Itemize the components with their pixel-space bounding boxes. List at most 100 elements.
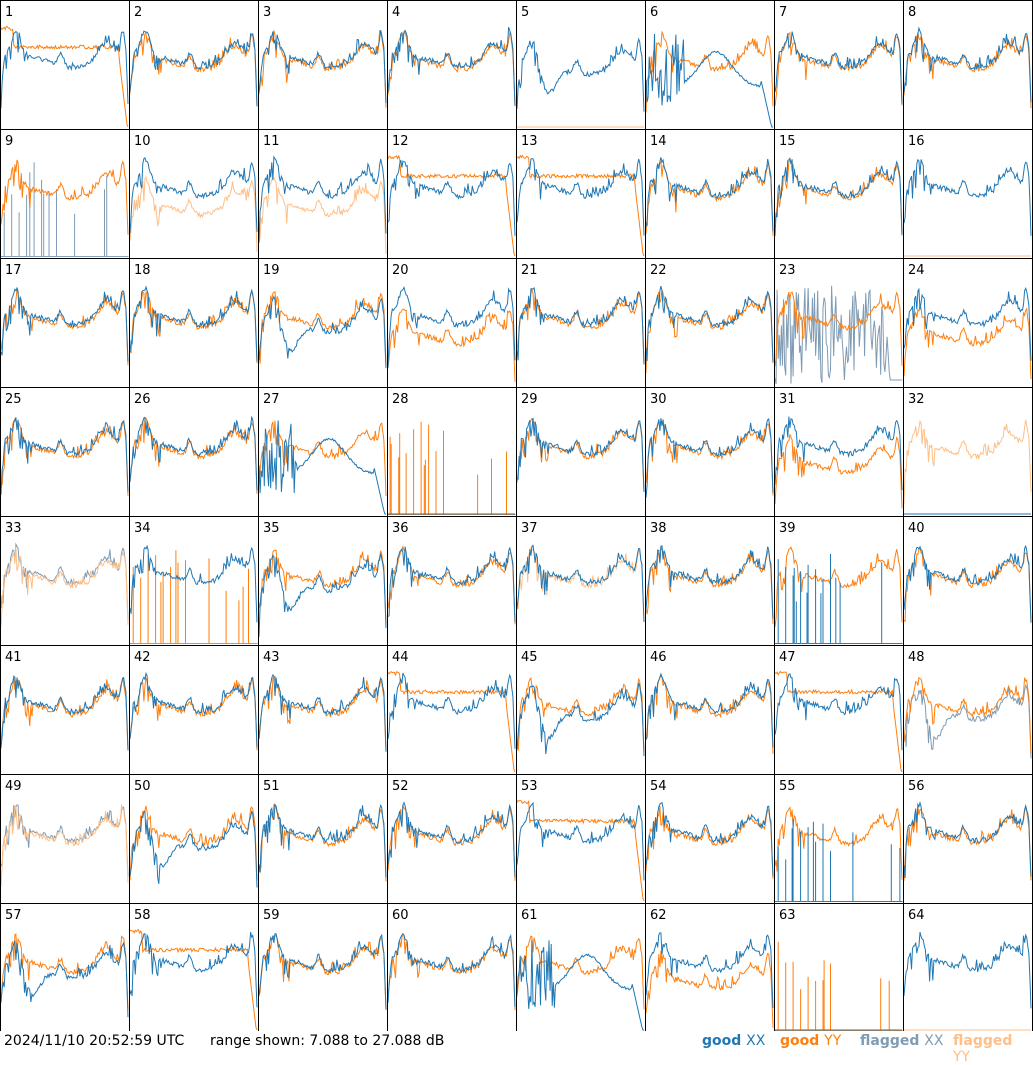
trace-yy-panel-52	[387, 805, 516, 881]
panel-label-23: 23	[779, 263, 796, 278]
trace-xx-panel-8	[903, 26, 1032, 103]
legend-good-xx-label: good	[702, 1033, 742, 1049]
trace-xx-panel-16	[903, 158, 1032, 236]
panel-label-58: 58	[134, 908, 151, 923]
trace-xx-panel-15	[774, 157, 903, 237]
trace-yy-panel-25	[0, 417, 129, 496]
trace-yy-panel-62	[645, 950, 774, 1028]
legend-flagged-yy-label: flagged	[953, 1033, 1013, 1049]
legend-good-yy: good YY	[780, 1033, 841, 1049]
trace-xx-panel-40	[903, 544, 1032, 623]
panel-label-43: 43	[263, 650, 280, 665]
trace-yy-panel-8	[903, 32, 1032, 109]
trace-xx-panel-18	[129, 285, 258, 362]
trace-xx-panel-9	[0, 162, 129, 257]
panel-label-31: 31	[779, 392, 796, 407]
trace-xx-panel-29	[516, 417, 645, 492]
legend-flagged-xx: flagged XX	[860, 1033, 943, 1049]
panel-label-24: 24	[908, 263, 925, 278]
trace-yy-panel-7	[774, 32, 903, 107]
trace-yy-panel-32	[903, 419, 1032, 504]
trace-yy-panel-53	[516, 799, 645, 902]
panel-label-39: 39	[779, 521, 796, 536]
trace-xx-panel-42	[129, 671, 258, 748]
trace-xx-panel-51	[258, 803, 387, 878]
trace-yy-panel-19	[258, 290, 387, 366]
panel-label-1: 1	[5, 5, 13, 20]
panel-label-37: 37	[521, 521, 538, 536]
trace-yy-panel-47	[774, 670, 903, 773]
trace-xx-panel-3	[258, 30, 387, 104]
panel-label-32: 32	[908, 392, 925, 407]
trace-xx-panel-57	[0, 940, 129, 1018]
trace-yy-panel-31	[774, 434, 903, 509]
panel-label-25: 25	[5, 392, 22, 407]
legend-good-yy-label: good	[780, 1033, 820, 1049]
trace-xx-panel-44	[387, 672, 516, 749]
range-shown: range shown: 7.088 to 27.088 dB	[210, 1033, 445, 1049]
trace-xx-panel-26	[129, 415, 258, 491]
panel-label-53: 53	[521, 779, 538, 794]
trace-xx-panel-17	[0, 286, 129, 363]
legend-flagged-xx-pol: XX	[924, 1033, 944, 1049]
panel-label-33: 33	[5, 521, 22, 536]
trace-yy-panel-3	[258, 30, 387, 108]
trace-xx-panel-25	[0, 417, 129, 495]
trace-yy-panel-60	[387, 932, 516, 1011]
trace-xx-panel-56	[903, 801, 1032, 879]
trace-xx-panel-49	[0, 804, 129, 877]
trace-xx-panel-19	[258, 295, 387, 369]
trace-yy-panel-13	[516, 154, 645, 257]
trace-xx-panel-55	[774, 818, 903, 902]
trace-yy-panel-2	[129, 32, 258, 107]
trace-yy-panel-28	[387, 421, 516, 515]
trace-yy-panel-20	[387, 308, 516, 382]
trace-yy-panel-12	[387, 154, 516, 257]
panel-label-11: 11	[263, 134, 280, 149]
panel-label-40: 40	[908, 521, 925, 536]
panel-label-42: 42	[134, 650, 151, 665]
panel-label-48: 48	[908, 650, 925, 665]
trace-xx-panel-11	[258, 155, 387, 243]
trace-yy-panel-11	[258, 176, 387, 255]
trace-xx-panel-61	[516, 939, 644, 1031]
trace-xx-panel-59	[258, 933, 387, 1010]
panel-label-13: 13	[521, 134, 538, 149]
timestamp: 2024/11/10 20:52:59 UTC	[4, 1033, 185, 1049]
trace-yy-panel-59	[258, 934, 387, 1010]
panel-label-12: 12	[392, 134, 409, 149]
panel-label-46: 46	[650, 650, 667, 665]
panel-label-59: 59	[263, 908, 280, 923]
footer: 2024/11/10 20:52:59 UTC range shown: 7.0…	[0, 1031, 1033, 1065]
panel-label-36: 36	[392, 521, 409, 536]
panel-label-4: 4	[392, 5, 400, 20]
trace-yy-panel-37	[516, 547, 645, 622]
trace-xx-panel-27	[258, 420, 386, 515]
trace-xx-panel-62	[645, 932, 774, 1008]
trace-xx-panel-10	[129, 157, 258, 234]
trace-xx-panel-4	[387, 27, 516, 107]
panel-label-63: 63	[779, 908, 796, 923]
trace-xx-panel-38	[645, 545, 774, 619]
panel-label-16: 16	[908, 134, 925, 149]
panel-label-7: 7	[779, 5, 787, 20]
panel-label-18: 18	[134, 263, 151, 278]
trace-yy-panel-18	[129, 290, 258, 364]
trace-yy-panel-63	[774, 941, 903, 1031]
trace-xx-panel-22	[645, 285, 774, 363]
panel-label-54: 54	[650, 779, 667, 794]
trace-yy-panel-10	[129, 175, 258, 252]
trace-xx-panel-13	[516, 157, 645, 236]
panel-label-9: 9	[5, 134, 13, 149]
panel-label-52: 52	[392, 779, 409, 794]
trace-yy-panel-33	[0, 546, 129, 627]
panel-label-30: 30	[650, 392, 667, 407]
trace-xx-panel-20	[387, 285, 516, 368]
panel-label-47: 47	[779, 650, 796, 665]
panel-label-60: 60	[392, 908, 409, 923]
trace-yy-panel-49	[0, 804, 129, 887]
trace-xx-panel-7	[774, 31, 903, 104]
panel-label-2: 2	[134, 5, 142, 20]
trace-xx-panel-34	[129, 544, 258, 623]
